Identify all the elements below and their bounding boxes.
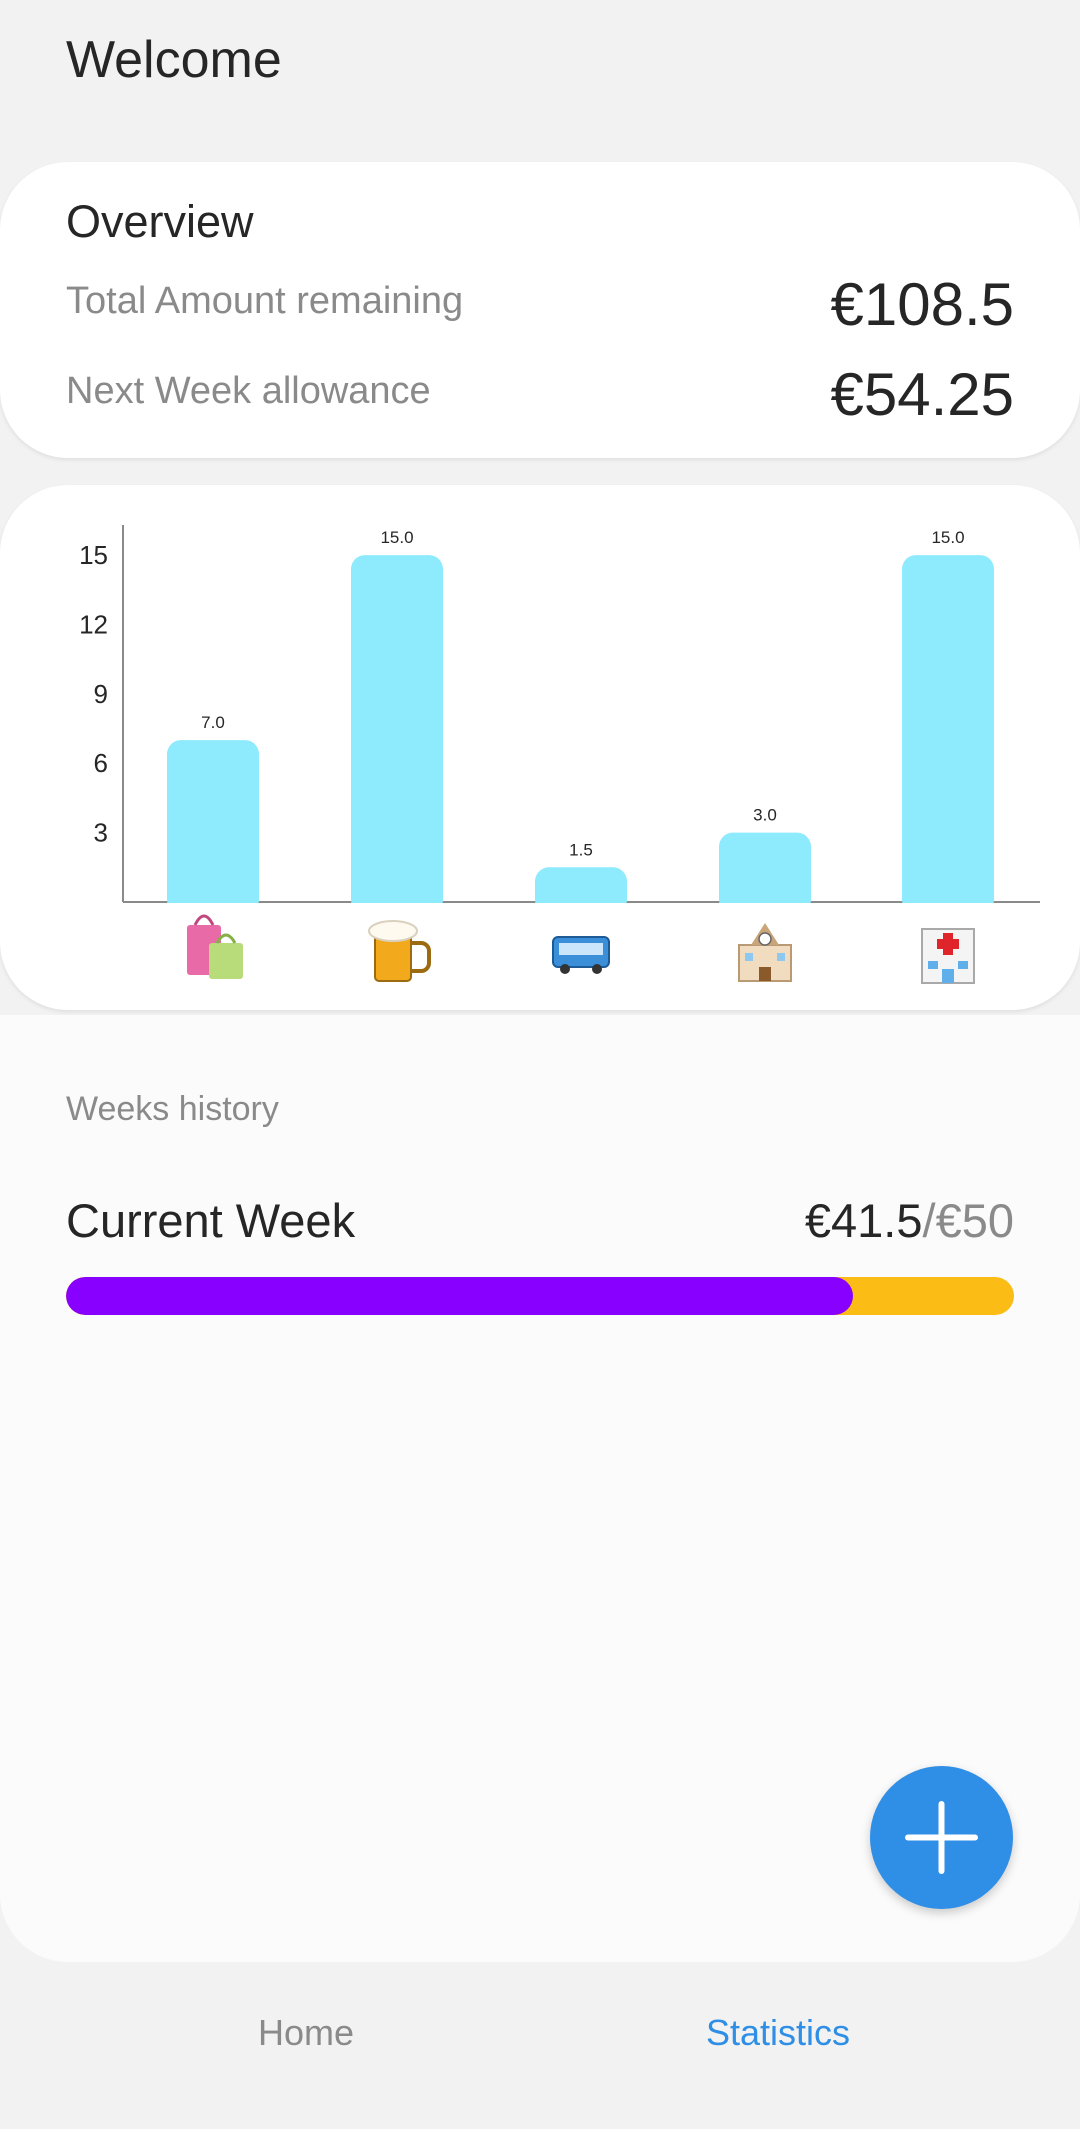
- bar-bus: [535, 867, 627, 914]
- plus-icon: [905, 1801, 978, 1874]
- bar-value-label: 15.0: [931, 528, 964, 547]
- bar-beer-mug: [351, 555, 443, 914]
- next-week-label: Next Week allowance: [66, 370, 431, 412]
- axis-mask: [124, 903, 1039, 917]
- page-title: Welcome: [66, 31, 282, 89]
- week-spent-amount: €41.5: [804, 1194, 923, 1247]
- week-progress-bar: [66, 1277, 1014, 1315]
- bar-value-label: 3.0: [753, 806, 777, 825]
- school-icon: [738, 923, 792, 982]
- shopping-bags-icon: [187, 914, 243, 979]
- overview-card: Overview Total Amount remaining €108.5 N…: [0, 162, 1080, 458]
- next-week-value: €54.25: [830, 361, 1014, 428]
- nav-home-tab[interactable]: Home: [258, 2012, 355, 2053]
- overview-title: Overview: [66, 196, 254, 247]
- bar-value-label: 1.5: [569, 840, 593, 859]
- bar-shopping-bags: [167, 740, 259, 914]
- y-tick-label: 9: [94, 679, 108, 709]
- week-limit-amount: /€50: [922, 1194, 1014, 1247]
- chart-card: 3 6 9 12 15 7.0 15.0 1.5 3.0 15.0: [0, 485, 1080, 1010]
- y-tick-label: 3: [94, 818, 108, 848]
- total-amount-value: €108.5: [830, 271, 1014, 338]
- week-progress-fill: [66, 1277, 853, 1315]
- bar-hospital: [902, 555, 994, 914]
- nav-statistics-tab[interactable]: Statistics: [706, 2012, 851, 2053]
- category-bar-chart: 3 6 9 12 15 7.0 15.0 1.5 3.0 15.0: [79, 525, 1040, 984]
- beer-mug-icon: [368, 920, 431, 982]
- bar-school: [719, 832, 811, 914]
- total-amount-label: Total Amount remaining: [66, 280, 464, 322]
- bar-value-label: 7.0: [201, 713, 225, 732]
- hospital-icon: [921, 928, 975, 984]
- y-tick-label: 6: [94, 748, 108, 778]
- add-expense-button[interactable]: [870, 1766, 1013, 1909]
- current-week-amount: €41.5/€50: [805, 1193, 1014, 1248]
- current-week-label[interactable]: Current Week: [66, 1194, 356, 1247]
- bus-icon: [552, 936, 610, 974]
- y-tick-label: 12: [79, 609, 108, 639]
- bar-value-label: 15.0: [380, 528, 413, 547]
- y-tick-label: 15: [79, 540, 108, 570]
- weeks-history-label: Weeks history: [66, 1090, 279, 1128]
